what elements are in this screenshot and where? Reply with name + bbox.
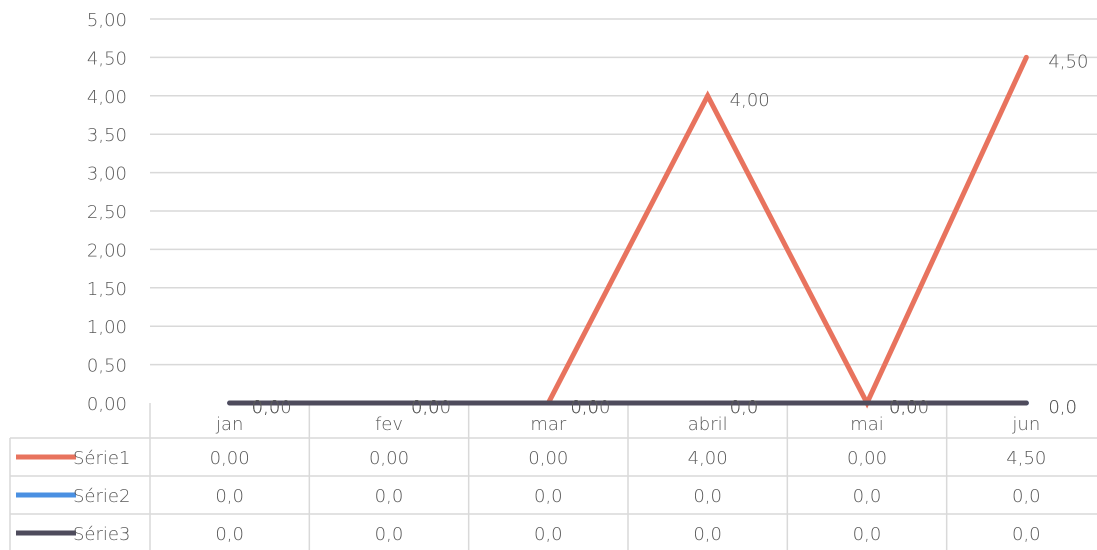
data-point [386,400,392,406]
x-tick-label: mai [850,414,884,435]
data-label: 0,0 [570,397,599,418]
data-labels: 0,00 0,00 0,00 4,00 0,00 4,50 0,0 0,0 0,0 0,0 0,0 0… [252,51,1089,418]
data-label: 0,0 [1048,397,1077,418]
y-tick-label: 5,00 [87,10,127,31]
y-tick-label: 3,00 [87,164,127,185]
table-cell-value: 0,0 [534,486,563,507]
table-cell-value: 4,00 [688,448,728,469]
table-cell-value: 0,0 [693,486,722,507]
data-label: 4,50 [1048,51,1088,72]
data-label: 0,0 [252,397,281,418]
data-point [545,400,551,406]
table-cell-value: 0,00 [369,448,409,469]
table-cell-value: 0,0 [1012,486,1041,507]
data-point [1023,54,1029,60]
table-cell-value: 0,0 [693,524,722,545]
data-label: 0,0 [730,397,759,418]
table-cell-value: 0,0 [375,486,404,507]
data-label: 0,0 [889,397,918,418]
data-label: 0,0 [252,397,281,418]
data-label: 0,0 [570,397,599,418]
data-point [864,400,870,406]
x-tick-label: fev [375,414,403,435]
series-lines [227,54,1029,409]
data-point [705,93,711,99]
data-label: 0,00 [889,397,929,418]
y-tick-label: 0,00 [87,394,127,415]
data-label: 0,0 [411,397,440,418]
table-cell-value: 0,0 [853,524,882,545]
y-tick-label: 1,50 [87,279,127,300]
legend-entry: Série2 [73,486,130,507]
table-cell-value: 0,0 [375,524,404,545]
data-label: 0,0 [730,397,759,418]
x-tick-label: abril [688,414,728,435]
table-cell-value: 0,0 [215,486,244,507]
data-point [705,400,711,406]
table-cell-value: 0,0 [1012,524,1041,545]
y-tick-label: 1,00 [87,317,127,338]
legend-entry: Série1 [73,448,130,469]
data-table: jan fev mar abril mai jun Série1 0,00 0,00 0,00 4,… [9,403,1097,550]
data-label: 4,00 [730,90,770,111]
data-label: 0,00 [252,397,292,418]
y-axis: 0,00 0,50 1,00 1,50 2,00 2,50 3,00 3,50 4,00 4,50… [87,10,127,415]
data-point [1023,400,1029,406]
data-label: 0,00 [411,397,451,418]
data-label: 0,0 [889,397,918,418]
legend-entry: Série3 [73,524,130,545]
table-cell-value: 0,00 [847,448,887,469]
x-tick-label: mar [530,414,567,435]
table-cell-value: 0,0 [534,524,563,545]
data-label: 0,00 [570,397,610,418]
y-tick-label: 2,00 [87,240,127,261]
y-tick-label: 3,50 [87,125,127,146]
x-tick-label: jun [1011,414,1040,435]
y-tick-label: 2,50 [87,202,127,223]
table-cell-value: 0,00 [528,448,568,469]
table-cell-value: 0,0 [853,486,882,507]
y-tick-label: 4,50 [87,48,127,69]
table-cell-value: 0,0 [215,524,244,545]
data-label: 0,0 [411,397,440,418]
gridlines [150,18,1097,366]
series-line [229,56,1029,409]
data-label: 0,0 [1048,397,1077,418]
table-cell-value: 0,00 [210,448,250,469]
x-tick-label: jan [215,414,243,435]
y-tick-label: 0,50 [87,356,127,377]
table-cell-value: 4,50 [1006,448,1046,469]
y-tick-label: 4,00 [87,87,127,108]
data-point [227,400,233,406]
